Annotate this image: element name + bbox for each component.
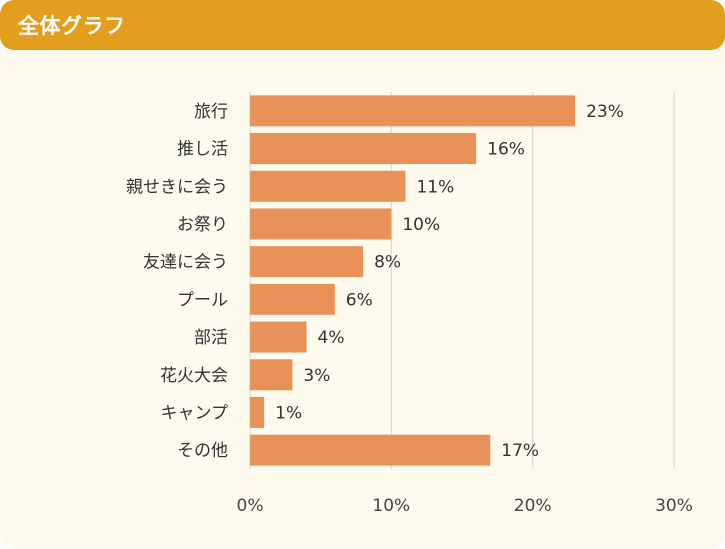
value-label: 10%: [402, 215, 440, 235]
value-label: 3%: [303, 366, 330, 386]
value-label: 11%: [416, 177, 454, 197]
value-label: 8%: [374, 253, 401, 273]
x-tick-label: 30%: [655, 496, 693, 516]
bar: [250, 359, 293, 391]
header-bar: 全体グラフ: [0, 0, 725, 50]
bar: [250, 95, 576, 127]
bar: [250, 246, 364, 278]
category-label: 部活: [194, 328, 228, 348]
chart-title: 全体グラフ: [18, 14, 126, 38]
category-label: 友達に会う: [143, 253, 228, 273]
category-label: 推し活: [177, 140, 228, 160]
category-label: その他: [177, 441, 228, 461]
bar: [250, 133, 477, 165]
x-tick-label: 0%: [237, 496, 264, 516]
value-label: 6%: [346, 290, 373, 310]
value-label: 23%: [586, 102, 624, 122]
value-label: 17%: [501, 441, 539, 461]
value-label: 4%: [318, 328, 345, 348]
category-label: 花火大会: [160, 366, 228, 386]
category-label: プール: [177, 290, 228, 310]
bar: [250, 208, 392, 240]
category-label: 旅行: [194, 102, 228, 122]
category-label: 親せきに会う: [126, 177, 228, 197]
category-label: キャンプ: [161, 403, 229, 423]
x-tick-label: 20%: [514, 496, 552, 516]
x-tick-label: 10%: [372, 496, 410, 516]
value-label: 16%: [487, 140, 525, 160]
category-label: お祭り: [177, 215, 228, 235]
bar: [250, 434, 491, 466]
bar: [250, 396, 265, 428]
bar: [250, 170, 406, 202]
value-label: 1%: [275, 403, 302, 423]
bar: [250, 321, 307, 353]
bar: [250, 283, 335, 315]
